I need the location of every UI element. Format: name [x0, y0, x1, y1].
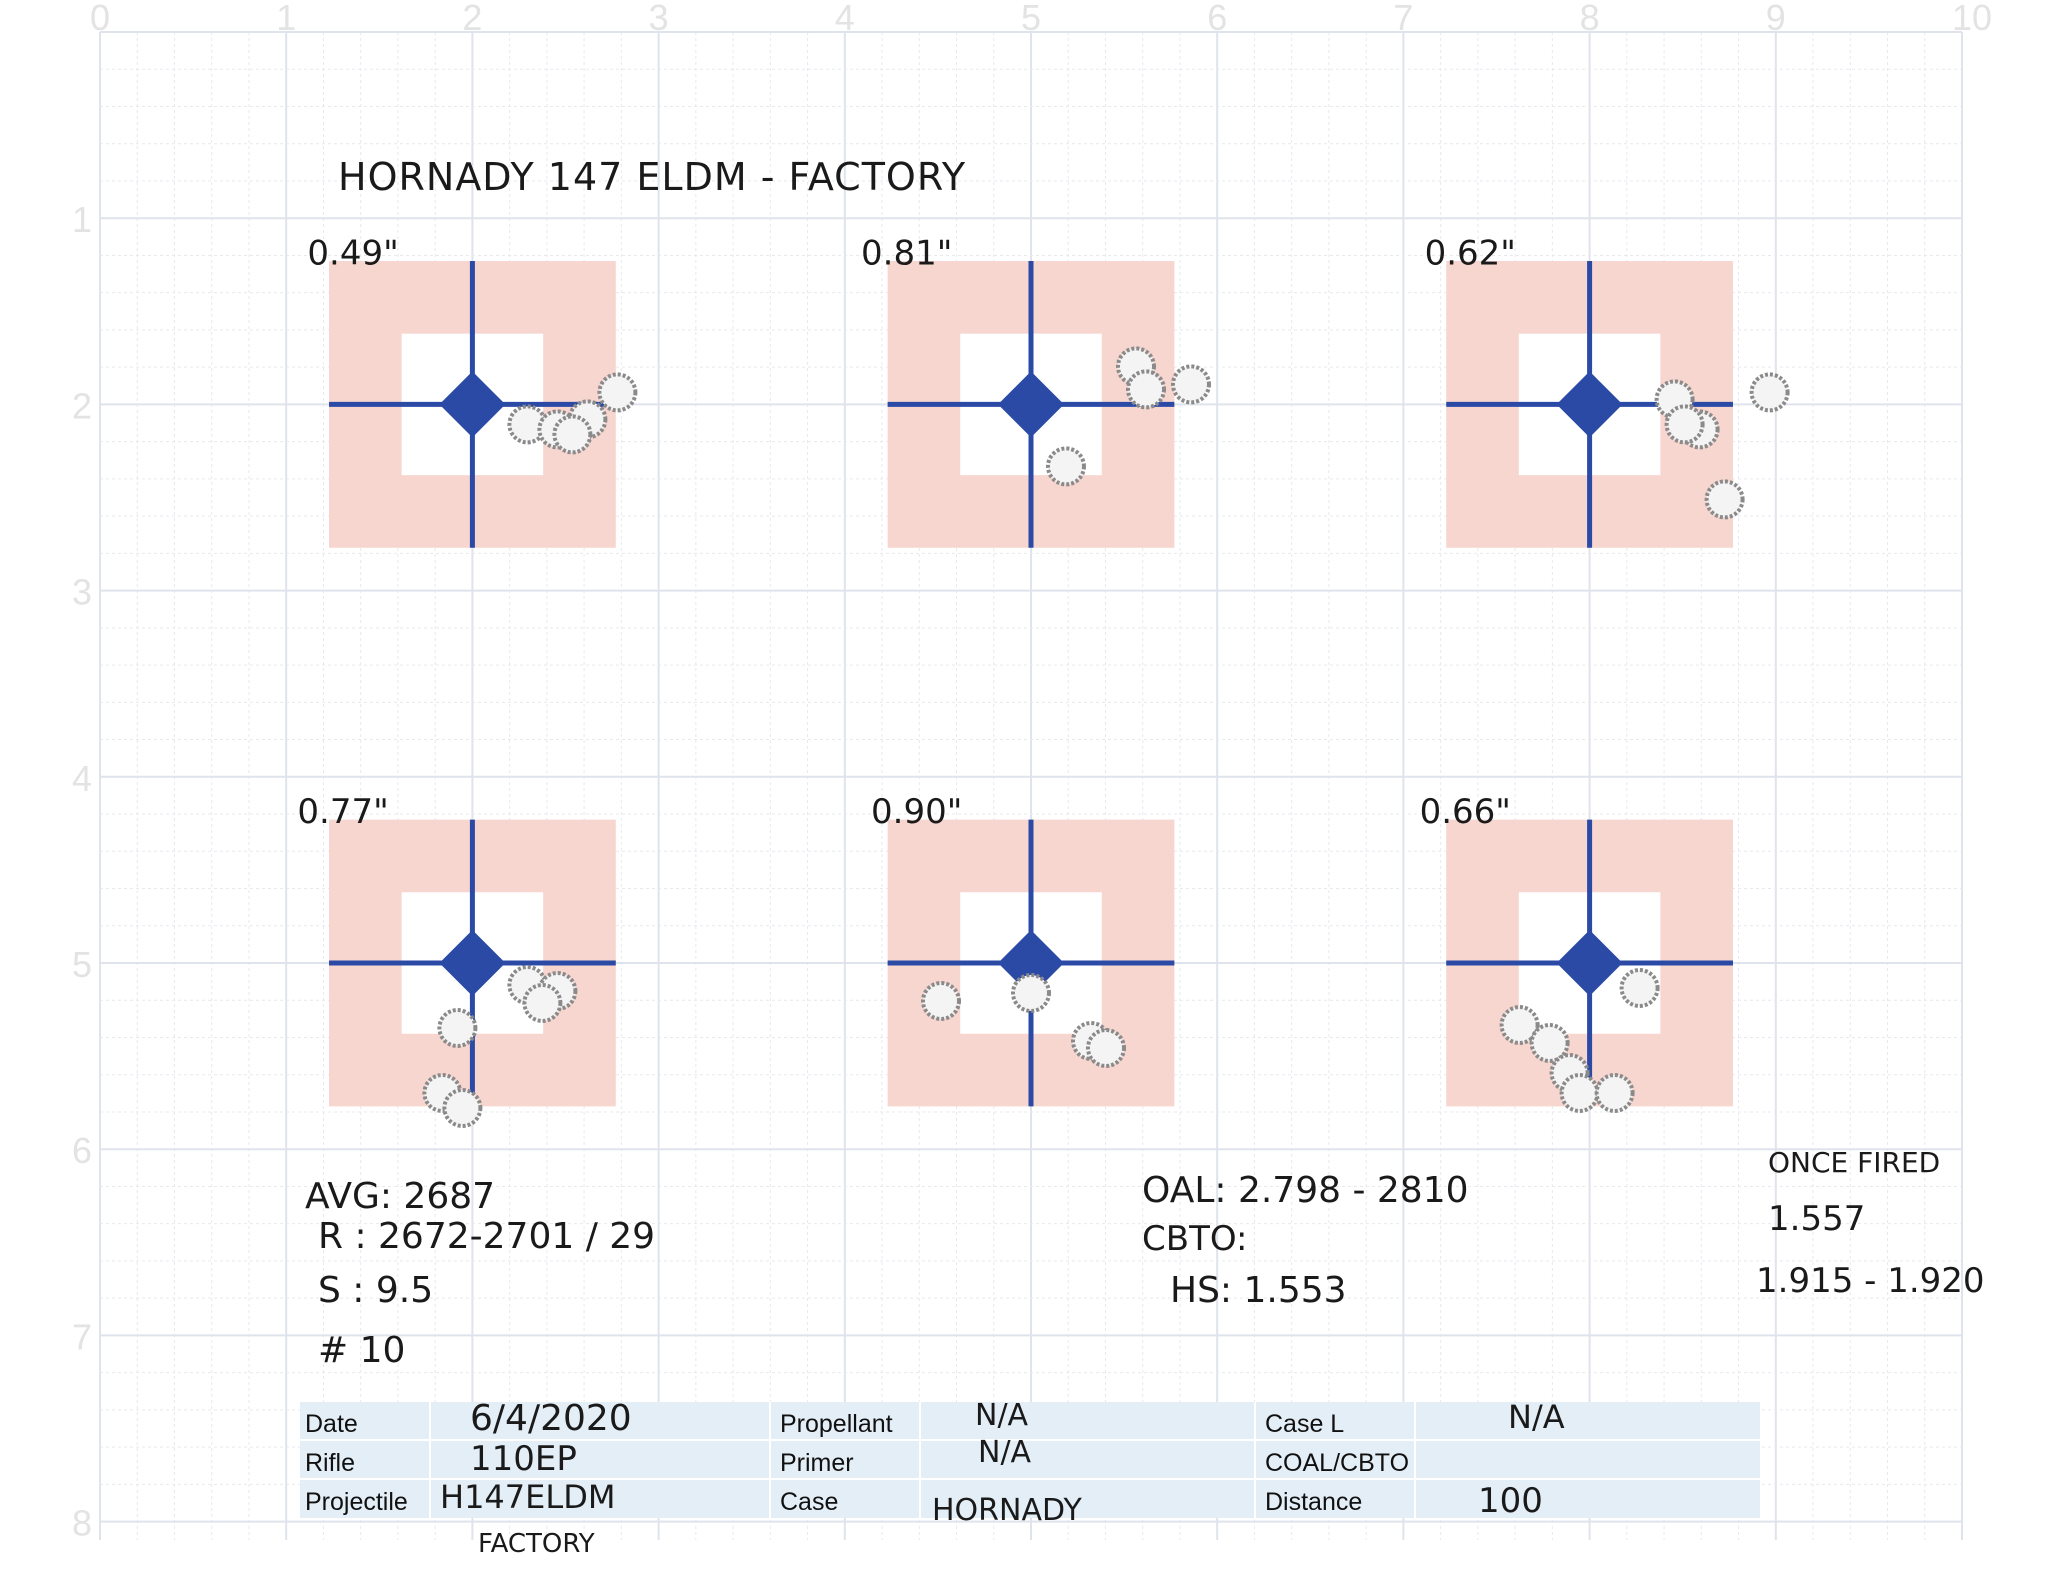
- primer-value: N/A: [978, 1435, 1032, 1470]
- y-axis-tick: 3: [72, 572, 92, 613]
- brass-note-3: 1.915 - 1.920: [1756, 1261, 1985, 1301]
- cbto-note: CBTO:: [1142, 1219, 1247, 1259]
- target-1: 0.49": [307, 233, 638, 548]
- aim-diamond: [998, 371, 1064, 438]
- sheet-title: HORNADY 147 ELDM - FACTORY: [338, 155, 966, 199]
- casel-value: N/A: [1508, 1398, 1565, 1436]
- x-axis-tick: 3: [649, 0, 669, 38]
- bullet-hole: [597, 372, 638, 413]
- axis-numbers: 0 1 2 3 4 5 6 7 8 9 10 1 2 3 4 5 6 7 8: [72, 0, 1992, 1544]
- primer-label: Primer: [780, 1449, 854, 1477]
- projectile-value: H147ELDM: [440, 1478, 615, 1516]
- bullet-hole: [1499, 1005, 1540, 1045]
- x-axis-tick: 0: [90, 0, 110, 38]
- target-2: 0.81": [861, 233, 1211, 548]
- bullet-hole: [1749, 372, 1790, 413]
- bullet-hole: [1171, 364, 1211, 405]
- bullet-hole: [1594, 1073, 1635, 1113]
- bullet-hole: [1011, 973, 1051, 1013]
- case-value: HORNADY: [932, 1493, 1082, 1528]
- distance-label: Distance: [1265, 1488, 1362, 1516]
- x-axis-tick: 4: [835, 0, 855, 38]
- bullet-hole: [552, 414, 593, 455]
- group-size-label: 0.81": [861, 233, 952, 273]
- projectile-value-2: FACTORY: [478, 1529, 595, 1559]
- bullet-hole: [522, 983, 563, 1023]
- target-3: 0.62": [1425, 233, 1790, 548]
- bullet-hole: [1559, 1073, 1600, 1113]
- group-size-label: 0.77": [297, 792, 388, 832]
- x-axis-tick: 10: [1952, 0, 1992, 38]
- x-axis-tick: 8: [1580, 0, 1600, 38]
- group-size-label: 0.66": [1420, 792, 1511, 832]
- shot-count: # 10: [318, 1330, 405, 1371]
- y-axis-tick: 6: [72, 1130, 92, 1171]
- dimension-notes: OAL: 2.798 - 2810 CBTO: HS: 1.553: [1142, 1170, 1469, 1311]
- y-axis-tick: 8: [72, 1503, 92, 1544]
- y-axis-tick: 7: [72, 1316, 92, 1357]
- x-axis-tick: 1: [276, 0, 296, 38]
- brass-notes: ONCE FIRED 1.557 1.915 - 1.920: [1756, 1146, 1985, 1301]
- date-value: 6/4/2020: [470, 1398, 632, 1439]
- y-axis-tick: 5: [72, 944, 92, 985]
- aim-diamond: [1556, 930, 1623, 996]
- date-label: Date: [305, 1410, 358, 1438]
- bullet-hole: [442, 1088, 483, 1128]
- aim-diamond: [439, 371, 506, 438]
- bullet-hole: [1086, 1028, 1126, 1068]
- table-background: [300, 1402, 1760, 1518]
- targets: 0.49" 0.81" 0.62" 0.77" 0.90" 0.66": [297, 233, 1790, 1128]
- casel-label: Case L: [1265, 1410, 1344, 1438]
- y-axis-tick: 1: [72, 199, 92, 240]
- aim-diamond: [1556, 371, 1623, 438]
- rifle-value: 110EP: [470, 1439, 577, 1479]
- bullet-hole: [1126, 369, 1166, 410]
- avg-velocity: AVG: 2687: [305, 1176, 495, 1217]
- group-size-label: 0.90": [871, 792, 962, 832]
- group-size-label: 0.49": [307, 233, 398, 273]
- y-axis-tick: 4: [72, 758, 92, 799]
- x-axis-tick: 9: [1766, 0, 1786, 38]
- bullet-hole: [1704, 479, 1745, 520]
- x-axis-tick: 7: [1393, 0, 1413, 38]
- bullet-hole: [1529, 1023, 1570, 1063]
- bullet-hole: [1664, 404, 1705, 445]
- velocity-range: R : 2672-2701 / 29: [318, 1216, 655, 1257]
- velocity-notes: AVG: 2687 R : 2672-2701 / 29 S : 9.5 # 1…: [305, 1176, 655, 1371]
- bullet-hole: [1619, 968, 1660, 1008]
- load-data-table: Date 6/4/2020 Rifle 110EP Projectile H14…: [300, 1398, 1760, 1559]
- hs-note: HS: 1.553: [1170, 1270, 1347, 1311]
- x-axis-tick: 2: [462, 0, 482, 38]
- propellant-label: Propellant: [780, 1410, 893, 1438]
- oal-note: OAL: 2.798 - 2810: [1142, 1170, 1469, 1211]
- propellant-value: N/A: [975, 1398, 1029, 1433]
- rifle-label: Rifle: [305, 1449, 355, 1477]
- target-5: 0.90": [871, 792, 1175, 1107]
- distance-value: 100: [1478, 1481, 1543, 1521]
- target-6: 0.66": [1420, 792, 1733, 1113]
- x-axis-tick: 5: [1021, 0, 1041, 38]
- bullet-hole: [437, 1008, 478, 1048]
- coal-label: COAL/CBTO: [1265, 1449, 1409, 1477]
- y-axis-tick: 2: [72, 385, 92, 426]
- aim-diamond: [998, 930, 1064, 996]
- aim-diamond: [439, 930, 506, 996]
- x-axis-tick: 6: [1207, 0, 1227, 38]
- group-size-label: 0.62": [1425, 233, 1516, 273]
- brass-note-2: 1.557: [1768, 1199, 1865, 1239]
- target-4: 0.77": [297, 792, 616, 1128]
- brass-note-1: ONCE FIRED: [1768, 1146, 1940, 1179]
- case-label: Case: [780, 1488, 838, 1516]
- velocity-sd: S : 9.5: [318, 1270, 433, 1311]
- bullet-hole: [921, 981, 961, 1021]
- bullet-hole: [1046, 446, 1086, 487]
- projectile-label: Projectile: [305, 1488, 408, 1516]
